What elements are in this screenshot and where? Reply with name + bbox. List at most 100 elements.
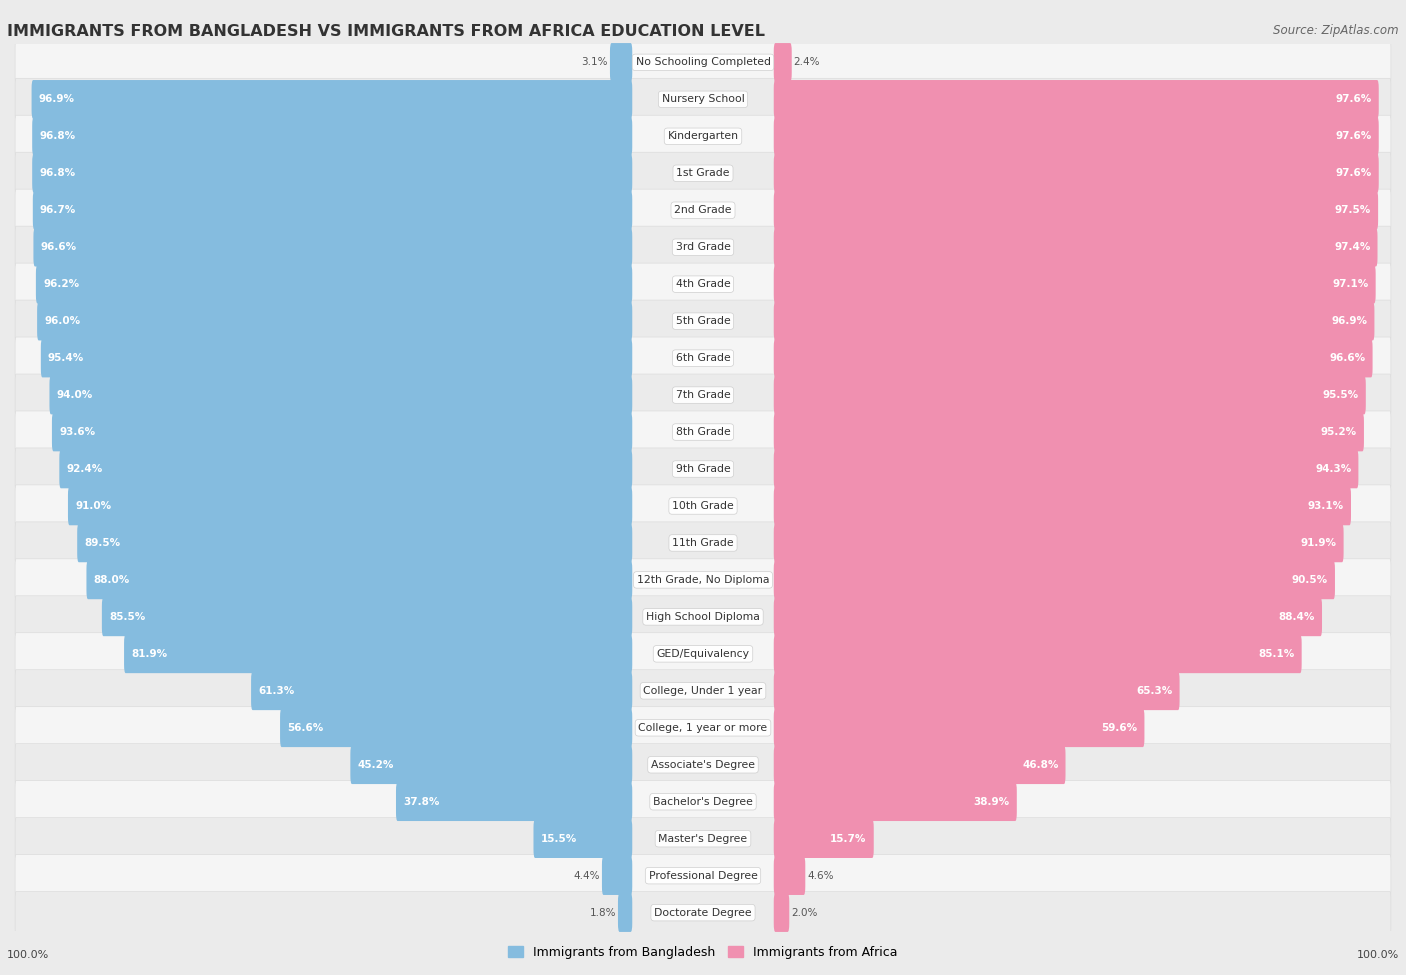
FancyBboxPatch shape [15, 152, 1391, 194]
FancyBboxPatch shape [773, 228, 1378, 266]
Text: 90.5%: 90.5% [1292, 575, 1327, 585]
Text: 94.0%: 94.0% [56, 390, 93, 400]
FancyBboxPatch shape [37, 302, 633, 340]
Text: 81.9%: 81.9% [131, 648, 167, 659]
FancyBboxPatch shape [15, 374, 1391, 416]
Text: 92.4%: 92.4% [66, 464, 103, 474]
FancyBboxPatch shape [773, 487, 1351, 526]
Text: 96.9%: 96.9% [1331, 316, 1367, 327]
FancyBboxPatch shape [773, 80, 1379, 119]
FancyBboxPatch shape [15, 78, 1391, 120]
FancyBboxPatch shape [86, 561, 633, 600]
Text: 11th Grade: 11th Grade [672, 538, 734, 548]
FancyBboxPatch shape [15, 633, 1391, 675]
FancyBboxPatch shape [773, 302, 1375, 340]
Text: 91.0%: 91.0% [75, 501, 111, 511]
Text: No Schooling Completed: No Schooling Completed [636, 58, 770, 67]
FancyBboxPatch shape [773, 598, 1322, 637]
Text: 56.6%: 56.6% [287, 722, 323, 733]
Text: 95.5%: 95.5% [1323, 390, 1358, 400]
Text: 95.2%: 95.2% [1320, 427, 1357, 437]
Text: 97.5%: 97.5% [1334, 205, 1371, 215]
Text: 93.6%: 93.6% [59, 427, 96, 437]
FancyBboxPatch shape [34, 228, 633, 266]
Text: 96.6%: 96.6% [1329, 353, 1365, 363]
FancyBboxPatch shape [32, 154, 633, 193]
FancyBboxPatch shape [15, 41, 1391, 84]
Text: 88.0%: 88.0% [94, 575, 129, 585]
FancyBboxPatch shape [773, 449, 1358, 488]
Text: 91.9%: 91.9% [1301, 538, 1337, 548]
Text: Bachelor's Degree: Bachelor's Degree [652, 797, 754, 806]
FancyBboxPatch shape [773, 819, 873, 858]
Text: 4.6%: 4.6% [807, 871, 834, 880]
FancyBboxPatch shape [15, 781, 1391, 823]
FancyBboxPatch shape [280, 709, 633, 747]
Text: Master's Degree: Master's Degree [658, 834, 748, 843]
Text: 94.3%: 94.3% [1315, 464, 1351, 474]
FancyBboxPatch shape [15, 744, 1391, 786]
Text: Source: ZipAtlas.com: Source: ZipAtlas.com [1274, 24, 1399, 37]
Text: 6th Grade: 6th Grade [676, 353, 730, 363]
FancyBboxPatch shape [773, 856, 806, 895]
FancyBboxPatch shape [773, 154, 1379, 193]
FancyBboxPatch shape [773, 412, 1364, 451]
Text: 45.2%: 45.2% [357, 760, 394, 770]
Text: 59.6%: 59.6% [1101, 722, 1137, 733]
FancyBboxPatch shape [773, 338, 1372, 377]
Text: 4.4%: 4.4% [574, 871, 600, 880]
FancyBboxPatch shape [15, 891, 1391, 934]
FancyBboxPatch shape [15, 855, 1391, 897]
FancyBboxPatch shape [773, 672, 1180, 710]
FancyBboxPatch shape [101, 598, 633, 637]
Text: 95.4%: 95.4% [48, 353, 84, 363]
Text: 1.8%: 1.8% [589, 908, 616, 917]
Text: 85.1%: 85.1% [1258, 648, 1295, 659]
FancyBboxPatch shape [31, 80, 633, 119]
Text: 100.0%: 100.0% [1357, 951, 1399, 960]
FancyBboxPatch shape [15, 559, 1391, 601]
FancyBboxPatch shape [396, 782, 633, 821]
Text: 96.0%: 96.0% [44, 316, 80, 327]
FancyBboxPatch shape [533, 819, 633, 858]
FancyBboxPatch shape [67, 487, 633, 526]
FancyBboxPatch shape [15, 448, 1391, 490]
Text: 89.5%: 89.5% [84, 538, 121, 548]
FancyBboxPatch shape [32, 191, 633, 229]
Text: 2.4%: 2.4% [793, 58, 820, 67]
Text: 8th Grade: 8th Grade [676, 427, 730, 437]
Text: Kindergarten: Kindergarten [668, 132, 738, 141]
Text: 3rd Grade: 3rd Grade [675, 242, 731, 253]
FancyBboxPatch shape [773, 265, 1375, 303]
FancyBboxPatch shape [773, 782, 1017, 821]
Text: 2.0%: 2.0% [792, 908, 817, 917]
Text: Professional Degree: Professional Degree [648, 871, 758, 880]
FancyBboxPatch shape [15, 115, 1391, 157]
FancyBboxPatch shape [15, 596, 1391, 638]
Text: Associate's Degree: Associate's Degree [651, 760, 755, 770]
Text: 96.6%: 96.6% [41, 242, 77, 253]
Text: GED/Equivalency: GED/Equivalency [657, 648, 749, 659]
FancyBboxPatch shape [15, 707, 1391, 749]
Text: College, 1 year or more: College, 1 year or more [638, 722, 768, 733]
Text: 93.1%: 93.1% [1308, 501, 1344, 511]
FancyBboxPatch shape [124, 635, 633, 673]
Text: 65.3%: 65.3% [1136, 685, 1173, 696]
Text: College, Under 1 year: College, Under 1 year [644, 685, 762, 696]
FancyBboxPatch shape [15, 670, 1391, 712]
Text: 88.4%: 88.4% [1278, 612, 1315, 622]
Text: 10th Grade: 10th Grade [672, 501, 734, 511]
Text: IMMIGRANTS FROM BANGLADESH VS IMMIGRANTS FROM AFRICA EDUCATION LEVEL: IMMIGRANTS FROM BANGLADESH VS IMMIGRANTS… [7, 24, 765, 39]
Text: High School Diploma: High School Diploma [647, 612, 759, 622]
FancyBboxPatch shape [41, 338, 633, 377]
FancyBboxPatch shape [773, 375, 1365, 414]
Text: 1st Grade: 1st Grade [676, 169, 730, 178]
FancyBboxPatch shape [610, 43, 633, 82]
Text: 96.9%: 96.9% [39, 95, 75, 104]
FancyBboxPatch shape [15, 337, 1391, 379]
FancyBboxPatch shape [52, 412, 633, 451]
Text: 9th Grade: 9th Grade [676, 464, 730, 474]
FancyBboxPatch shape [773, 893, 789, 932]
FancyBboxPatch shape [15, 411, 1391, 453]
Text: Doctorate Degree: Doctorate Degree [654, 908, 752, 917]
